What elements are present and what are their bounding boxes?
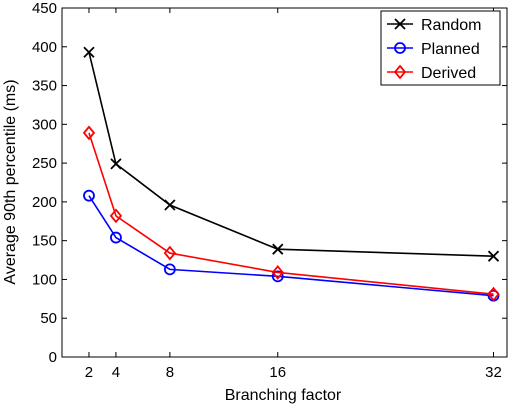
legend-item-planned: Planned: [387, 41, 480, 58]
y-tick-label: 200: [32, 194, 57, 211]
data-point-planned: [271, 270, 284, 283]
marker-stroke: [272, 243, 284, 255]
y-tick-label: 50: [40, 310, 57, 327]
series-random: [83, 46, 500, 262]
legend-label-random: Random: [421, 17, 481, 34]
x-tick-label: 32: [485, 364, 502, 381]
series-planned: [83, 189, 500, 302]
data-point-planned: [83, 189, 95, 202]
data-point-random: [487, 250, 500, 262]
data-point-planned: [110, 231, 122, 244]
legend-marker-planned: [394, 42, 406, 54]
y-tick-label: 250: [32, 155, 57, 172]
legend-marker-derived: [393, 64, 407, 80]
y-tick-label: 100: [32, 271, 57, 288]
legend-item-random: Random: [387, 17, 481, 34]
marker-stroke: [394, 18, 406, 30]
data-point-random: [272, 243, 284, 255]
legend-item-derived: Derived: [387, 64, 476, 82]
legend-marker-random: [394, 18, 406, 30]
y-tick-label: 150: [32, 233, 57, 250]
series-line-planned: [88, 195, 494, 297]
y-tick-label: 400: [32, 39, 57, 56]
y-tick-label: 450: [32, 0, 57, 17]
data-point-derived: [487, 286, 500, 302]
legend-label-planned: Planned: [421, 41, 480, 58]
data-point-random: [83, 46, 95, 58]
x-tick-label: 2: [85, 364, 93, 381]
x-axis-label: Branching factor: [225, 387, 342, 404]
marker-stroke: [110, 158, 122, 170]
x-tick-label: 16: [269, 364, 286, 381]
data-point-random: [110, 158, 122, 170]
marker-stroke: [487, 250, 500, 262]
data-point-derived: [82, 125, 96, 141]
data-point-planned: [163, 263, 176, 276]
marker-stroke: [164, 199, 176, 211]
axes: 0 50 100 150 200 250 300 350 400 450 2 4 8 16 32: [32, 0, 508, 381]
marker-stroke: [83, 46, 95, 58]
x-tick-label: 4: [112, 364, 120, 381]
series-layer: [82, 46, 500, 302]
data-point-derived: [163, 245, 177, 261]
legend-label-derived: Derived: [421, 65, 476, 82]
y-axis-label: Average 90th percentile (ms): [2, 79, 19, 284]
data-point-derived: [271, 265, 284, 280]
x-tick-label: 8: [166, 364, 174, 381]
series-line-derived: [88, 132, 494, 295]
y-tick-label: 0: [49, 349, 57, 366]
data-point-random: [164, 199, 176, 211]
y-tick-label: 350: [32, 78, 57, 95]
legend: Random Planned Derived: [380, 10, 501, 86]
y-tick-label: 300: [32, 116, 57, 133]
plot-frame: [61, 7, 508, 358]
data-point-derived: [109, 208, 123, 224]
series-derived: [82, 125, 500, 302]
